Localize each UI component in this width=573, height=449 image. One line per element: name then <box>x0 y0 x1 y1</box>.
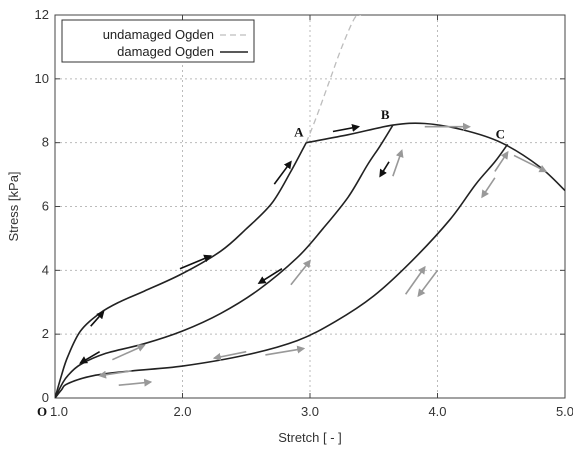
y-tick-label: 8 <box>42 135 49 150</box>
direction-arrow-17 <box>265 345 306 356</box>
legend-box <box>61 19 255 63</box>
direction-arrow-8 <box>290 259 311 286</box>
series-damaged-segment-1 <box>306 122 565 192</box>
y-tick-label: 2 <box>42 326 49 341</box>
point-label-b: B <box>381 107 390 122</box>
direction-arrow-3 <box>332 123 361 133</box>
direction-arrow-9 <box>112 344 146 361</box>
x-tick-label: 5.0 <box>556 404 573 419</box>
point-labels: A B C <box>294 107 505 141</box>
direction-arrow-15 <box>404 265 426 295</box>
series-undamaged-line <box>305 15 362 143</box>
direction-arrow-12 <box>481 177 496 199</box>
x-ticks: 1.0 2.0 3.0 4.0 5.0 <box>50 15 573 419</box>
point-label-c: C <box>496 126 505 141</box>
direction-arrow-4 <box>379 161 390 178</box>
x-axis-label: Stretch [ - ] <box>278 430 342 445</box>
direction-arrow-16 <box>212 350 247 361</box>
series-layer <box>55 15 565 398</box>
x-tick-label: 2.0 <box>173 404 191 419</box>
series-damaged-segment-2 <box>55 124 394 398</box>
direction-arrow-7 <box>392 149 404 177</box>
x-tick-label: 1.0 <box>50 404 68 419</box>
grid <box>55 15 565 398</box>
y-tick-label: 10 <box>35 71 49 86</box>
series-damaged-segment-3 <box>55 143 509 398</box>
point-label-a: A <box>294 125 304 140</box>
direction-arrow-6 <box>79 351 101 364</box>
x-tick-label: 4.0 <box>428 404 446 419</box>
direction-arrow-13 <box>417 269 439 298</box>
direction-arrow-5 <box>257 268 283 284</box>
y-tick-label: 0 <box>42 390 49 405</box>
arrows-layer <box>79 122 548 387</box>
direction-arrow-0 <box>90 310 105 327</box>
origin-label: O <box>37 404 47 419</box>
y-tick-label: 4 <box>42 262 49 277</box>
direction-arrow-14 <box>494 150 509 172</box>
legend-label-0: undamaged Ogden <box>103 27 214 42</box>
direction-arrow-18 <box>98 370 132 379</box>
direction-arrow-19 <box>118 378 153 387</box>
direction-arrow-11 <box>513 154 548 173</box>
y-ticks: 0 2 4 6 8 10 12 <box>35 7 565 405</box>
x-tick-label: 3.0 <box>301 404 319 419</box>
y-axis-label: Stress [kPa] <box>6 171 21 241</box>
y-tick-label: 6 <box>42 199 49 214</box>
direction-arrow-1 <box>179 254 213 270</box>
legend: undamaged Ogden damaged Ogden <box>61 19 255 63</box>
series-damaged-segment-0 <box>55 142 307 398</box>
y-tick-label: 12 <box>35 7 49 22</box>
direction-arrow-2 <box>273 160 292 185</box>
legend-label-1: damaged Ogden <box>117 44 214 59</box>
